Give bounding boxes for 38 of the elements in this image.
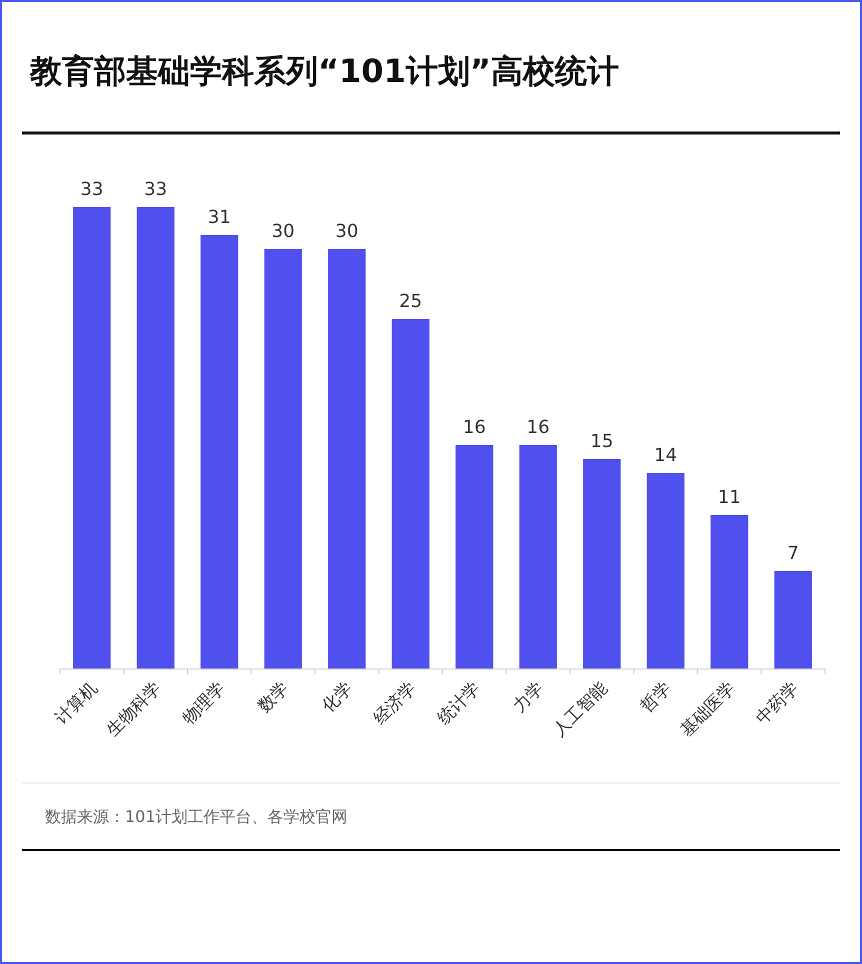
- data-label: 14: [654, 445, 678, 466]
- data-label: 7: [787, 543, 799, 564]
- x-tick-label: 中药学: [752, 678, 803, 729]
- x-tick-label: 计算机: [51, 678, 102, 729]
- bar: [583, 459, 621, 669]
- bar: [519, 445, 557, 669]
- x-tick-label: 化学: [318, 678, 356, 717]
- data-label: 31: [208, 207, 231, 228]
- x-tick-label: 物理学: [178, 678, 229, 729]
- bar: [73, 207, 111, 669]
- bar: [264, 249, 302, 669]
- data-label: 11: [718, 487, 741, 508]
- x-tick-label: 基础医学: [676, 678, 739, 741]
- data-label: 30: [272, 221, 295, 242]
- data-label: 33: [80, 179, 104, 200]
- source-note: 数据来源：101计划工作平台、各学校官网: [45, 807, 348, 826]
- x-tick-label: 生物科学: [102, 678, 166, 741]
- data-label: 15: [590, 431, 614, 452]
- x-tick-label: 经济学: [370, 678, 420, 729]
- data-label: 25: [399, 291, 422, 312]
- bar: [200, 235, 238, 669]
- data-label: 33: [144, 179, 168, 200]
- bar: [392, 319, 430, 669]
- x-tick-label: 人工智能: [549, 678, 612, 741]
- x-tick-label: 数学: [254, 678, 293, 717]
- data-label: 16: [526, 417, 550, 438]
- x-tick-label: 统计学: [434, 678, 484, 729]
- bar: [646, 473, 684, 669]
- bar: [456, 445, 494, 669]
- bar: [774, 571, 812, 669]
- data-label: 30: [335, 221, 358, 242]
- bar: [710, 515, 748, 669]
- bar: [136, 207, 174, 669]
- bar: [328, 249, 366, 669]
- chart-title: 教育部基础学科系列“101计划”高校统计: [29, 52, 619, 90]
- data-label: 16: [462, 417, 486, 438]
- x-tick-label: 哲学: [636, 678, 676, 717]
- x-tick-label: 力学: [509, 678, 548, 717]
